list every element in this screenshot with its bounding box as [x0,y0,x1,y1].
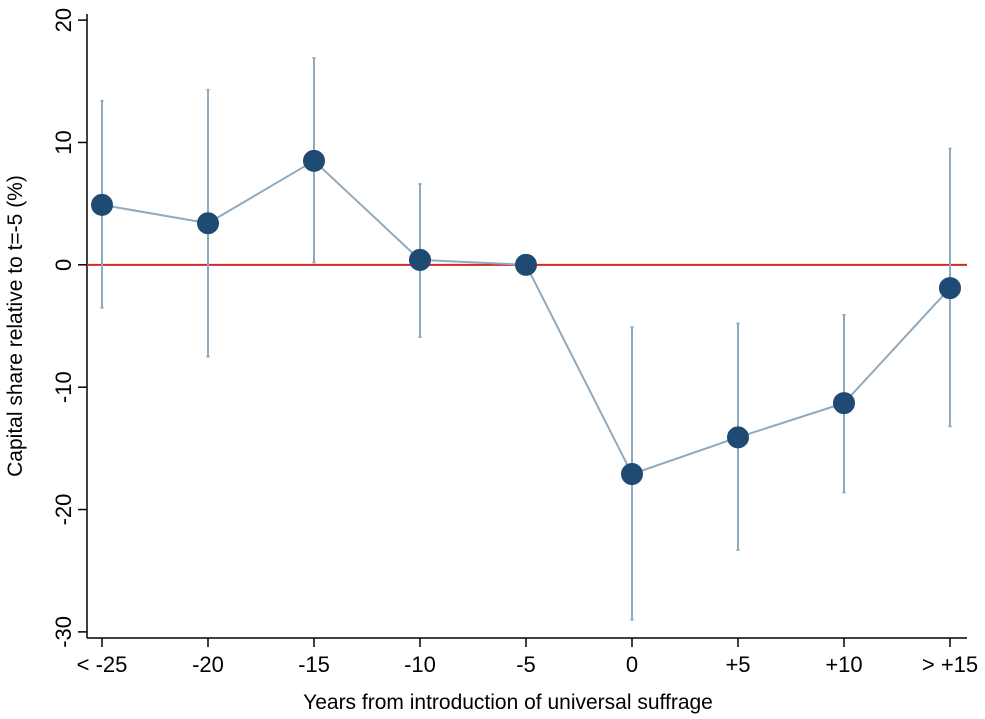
x-tick-label: 0 [626,652,638,677]
x-tick-label: +5 [725,652,750,677]
plot-area: 20 10 0 -10 -20 -30 < -25 -20 -15 -10 -5 0 +5 +10 > +… [51,8,978,677]
data-point [91,193,113,216]
data-point [197,212,219,235]
data-point [409,248,431,271]
series-line [101,159,951,476]
y-ticks: 20 10 0 -10 -20 -30 [51,8,87,648]
data-point [621,463,643,486]
x-ticks: < -25 -20 -15 -10 -5 0 +5 +10 > +15 [77,638,978,677]
confidence-intervals [100,57,952,621]
data-point [833,392,855,415]
y-tick-label: 10 [51,130,76,154]
data-point [939,277,961,300]
data-point [515,253,537,276]
y-tick-label: -20 [51,494,76,526]
y-tick-label: 0 [51,259,76,271]
data-points [91,149,961,486]
y-tick-label: -30 [51,616,76,648]
y-axis-title: Capital share relative to t=-5 (%) [4,175,27,477]
x-tick-label: +10 [825,652,862,677]
data-point [727,426,749,449]
x-tick-label: -15 [298,652,330,677]
x-tick-label: > +15 [922,652,978,677]
data-point [303,149,325,172]
x-tick-label: -10 [404,652,436,677]
x-tick-label: -20 [192,652,224,677]
x-axis-title: Years from introduction of universal suf… [303,691,713,714]
y-tick-label: 20 [51,8,76,32]
x-tick-label: < -25 [77,652,128,677]
y-tick-label: -10 [51,371,76,403]
x-tick-label: -5 [516,652,536,677]
